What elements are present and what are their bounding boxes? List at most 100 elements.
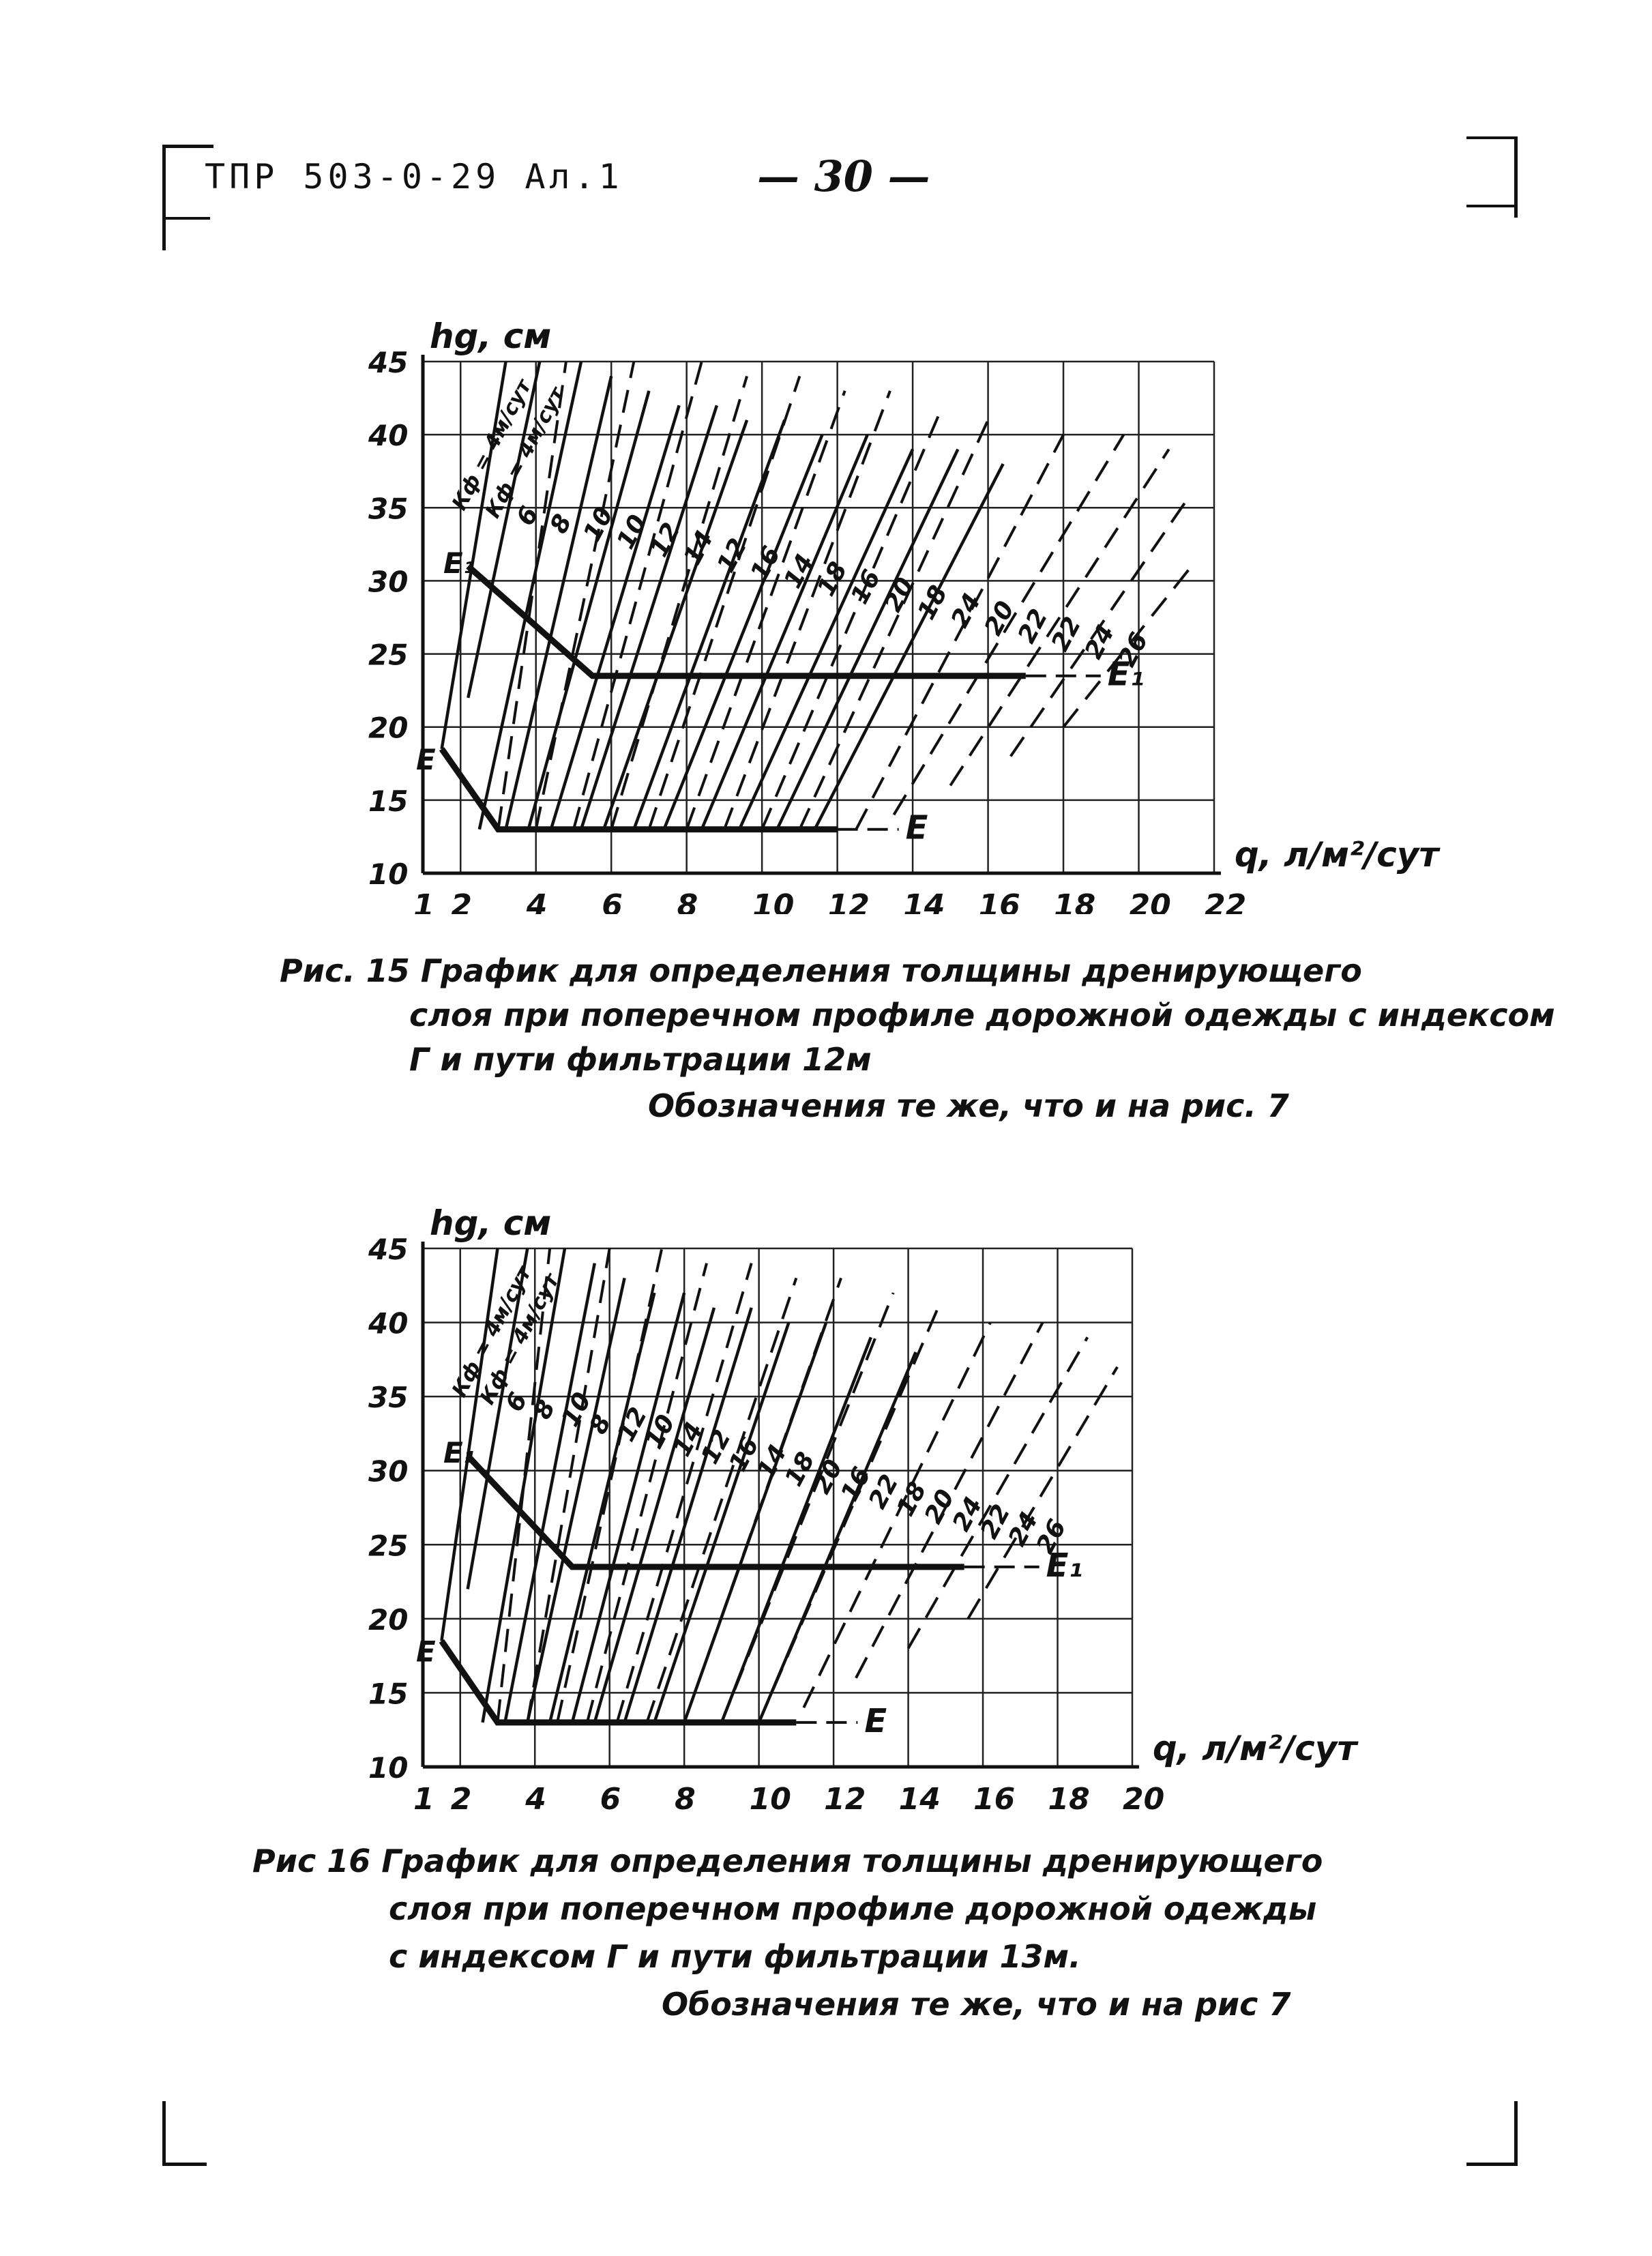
dashed-curve [906, 1336, 1089, 1650]
boundary-E1 [465, 1453, 964, 1570]
solid-curve [548, 1292, 656, 1723]
solid-curve [683, 1321, 828, 1723]
x-tick-label: 12 [824, 1782, 866, 1817]
dashed-curve [685, 390, 846, 830]
label-E1: E₁ [1108, 656, 1145, 694]
x-tick-label: 6 [602, 888, 623, 914]
label-E-start: E [416, 1635, 436, 1668]
corner-mark-top-right [1466, 136, 1518, 218]
label-E1-start: E₁ [443, 546, 475, 580]
dashed-curve [855, 1321, 1044, 1679]
solid-curve [526, 1277, 626, 1723]
y-tick-label: 25 [368, 1529, 408, 1562]
solid-curve [467, 361, 542, 699]
fig15-caption-line4: Обозначения те же, что и на рис. 7 [648, 1087, 1289, 1124]
solid-curve [481, 1248, 567, 1723]
fig15-caption-line3: Г и пути фильтрации 12м [409, 1041, 872, 1078]
solid-curve [570, 1292, 686, 1723]
x-tick-label: 10 [752, 888, 794, 914]
curve-label: 6 [512, 502, 544, 530]
x-tick-label: 14 [899, 1782, 941, 1817]
x-tick-label: 2 [451, 1782, 472, 1817]
dashed-curve [496, 1248, 552, 1723]
y-tick-label: 15 [368, 1677, 408, 1710]
corner-mark-top-left-tick [162, 217, 210, 220]
figure-16: 1 2 4 6 8 10 12 14 16 18 20 10 15 20 25 30 35 40 45 hg, см q… [0, 1187, 1652, 1869]
dashed-curve [610, 375, 748, 830]
solid-curve [440, 361, 507, 750]
solid-curve [776, 448, 960, 830]
dashed-curve [967, 1366, 1119, 1620]
y-axis-label: hg, см [430, 1203, 551, 1243]
label-E: E [906, 809, 928, 847]
x-tick-label: 8 [675, 1782, 696, 1817]
dashed-curve [572, 361, 703, 830]
boundary-E [439, 747, 838, 833]
x-tick-label: 18 [1054, 888, 1095, 914]
solid-curve [440, 1248, 499, 1641]
label-E: E [864, 1702, 887, 1740]
dashed-curve [761, 405, 945, 830]
dashed-curve [585, 1263, 708, 1723]
solid-curve [466, 1248, 529, 1590]
corner-mark-top-left [162, 145, 213, 250]
solid-curve [720, 1336, 872, 1723]
x-tick-label: 6 [600, 1782, 621, 1817]
y-tick-label: 40 [368, 1307, 408, 1341]
label-E1-start: E₁ [443, 1436, 475, 1469]
solid-curve [549, 405, 681, 830]
boundary-E [439, 1639, 797, 1726]
y-tick-label: 10 [368, 1751, 408, 1785]
y-tick-label: 35 [368, 1381, 408, 1414]
y-tick-label: 25 [368, 639, 408, 672]
x-tick-label: 2 [451, 888, 472, 914]
x-tick-label: 22 [1205, 888, 1246, 914]
dashed-curve [534, 361, 636, 830]
dashed-curve [645, 1277, 798, 1723]
x-tick-label: 20 [1123, 1782, 1164, 1817]
y-tick-label: 30 [368, 565, 408, 598]
curve-label: 8 [545, 510, 578, 538]
solid-curve [737, 448, 915, 830]
dashed-curve [855, 434, 1065, 830]
y-tick-label: 10 [368, 858, 408, 891]
figure-15: 1 2 4 6 8 10 12 14 16 18 20 22 10 15 20 25 30 35 40 45 hg, с… [0, 300, 1652, 982]
solid-curve [757, 1351, 917, 1723]
dashed-curve [497, 361, 567, 830]
dashed-curve [892, 434, 1125, 816]
solid-curve [503, 1263, 596, 1723]
fig16-caption-line3: с индексом Г и пути фильтрации 13м. [389, 1938, 1081, 1975]
dashed-curve [723, 390, 891, 830]
x-axis-label: q, л/м²/сут [1153, 1729, 1359, 1768]
x-tick-label: 4 [525, 1782, 546, 1817]
x-tick-label: 8 [677, 888, 698, 914]
x-tick-label: 1 [413, 1782, 434, 1817]
x-tick-label: 20 [1130, 888, 1171, 914]
y-tick-label: 30 [368, 1455, 408, 1489]
fig16-caption-line2: слоя при поперечном профиле дорожной оде… [389, 1890, 1317, 1927]
x-tick-label: 1 [413, 888, 434, 914]
fig15-caption-line2: слоя при поперечном профиле дорожной оде… [409, 997, 1555, 1034]
fig16-caption-line4: Обозначения те же, что и на рис 7 [662, 1986, 1291, 2023]
y-tick-label: 20 [368, 1603, 408, 1637]
fig16-caption-line1: Рис 16 График для определения толщины др… [252, 1843, 1323, 1879]
curve-label: 6 [501, 1388, 533, 1416]
x-tick-label: 12 [828, 888, 870, 914]
corner-mark-bottom-right [1466, 2101, 1518, 2166]
solid-curve [700, 434, 869, 830]
y-tick-label: 40 [368, 419, 408, 452]
document-code: ТПР 503-0-29 Ал.1 [205, 157, 623, 196]
dashed-curve [798, 419, 990, 830]
y-axis-label: hg, см [430, 317, 551, 356]
x-tick-label: 16 [979, 888, 1020, 914]
dashed-curve [526, 1248, 611, 1723]
y-tick-label: 35 [368, 492, 408, 525]
y-tick-label: 45 [368, 1233, 408, 1266]
boundary-E1 [466, 563, 1026, 679]
x-tick-label: 18 [1048, 1782, 1090, 1817]
y-tick-label: 45 [368, 346, 408, 379]
label-E-start: E [416, 743, 436, 776]
page-number: — 30 — [757, 151, 930, 201]
x-tick-label: 10 [750, 1782, 791, 1817]
